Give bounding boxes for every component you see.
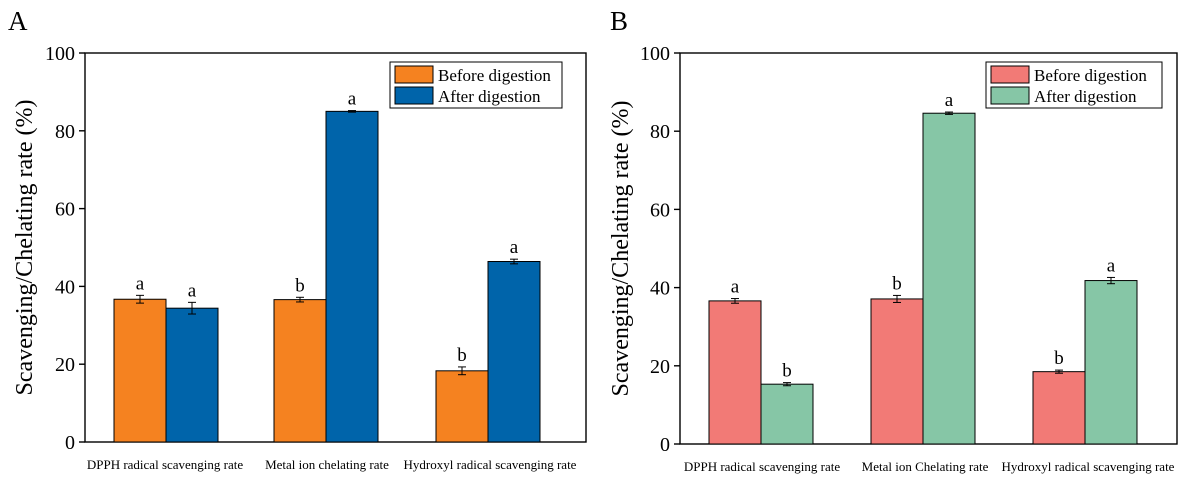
x-category-label: DPPH radical scavenging rate [87,457,244,472]
bar [870,298,924,445]
y-tick-label: 60 [55,199,75,221]
panel-label: B [610,6,628,36]
bar [165,307,219,443]
significance-letter: a [188,280,197,301]
y-tick-label: 20 [650,356,670,378]
y-tick-label: 80 [55,121,75,143]
y-tick-label: 20 [55,354,75,376]
bar [760,383,814,445]
significance-letter: b [892,273,902,294]
y-tick-label: 80 [650,121,670,143]
significance-letter: a [1107,255,1116,276]
legend: Before digestion After digestion [985,61,1163,109]
legend-swatch [990,65,1030,84]
chart-panel-a: A 0 20 40 60 80 100 Scavenging/Chelating rate (… [8,6,587,472]
y-tick-label: 40 [650,278,670,300]
significance-letter: b [782,361,792,382]
legend-swatch [990,86,1030,105]
x-category-label: Metal ion chelating rate [265,457,389,472]
bar [1032,371,1086,445]
significance-letter: b [1054,348,1064,369]
significance-letter: a [510,237,519,258]
significance-letter: a [945,90,954,111]
bar [273,299,327,443]
panel-label: A [8,6,28,36]
legend: Before digestion After digestion [389,61,563,109]
y-axis-title: Scavenging/Chelating rate (%) [608,101,634,397]
significance-letter: a [348,89,357,110]
y-tick-label: 60 [650,199,670,221]
legend-swatch [394,86,434,105]
y-tick-label: 100 [640,43,670,65]
y-tick-label: 100 [45,43,75,65]
significance-letter: b [457,345,467,366]
x-category-label: Metal ion Chelating rate [862,459,989,474]
y-tick-label: 40 [55,276,75,298]
legend-swatch [394,65,434,84]
bar [708,300,762,445]
bar [325,110,379,443]
legend-label: Before digestion [438,66,551,85]
y-tick-label: 0 [660,434,670,456]
chart-panel-b: B 0 20 40 60 80 100 Scavenging/Chelating rate (… [608,6,1178,474]
y-axis-title: Scavenging/Chelating rate (%) [12,100,38,396]
significance-letter: a [731,277,740,298]
legend-label: After digestion [438,87,541,106]
x-category-label: Hydroxyl radical scavenging rate [404,457,577,472]
y-tick-label: 0 [65,432,75,454]
bar [1084,280,1138,445]
x-category-label: Hydroxyl radical scavenging rate [1002,459,1175,474]
bar [922,112,976,445]
bar [435,370,489,443]
significance-letter: b [295,275,305,296]
bar [487,261,541,443]
legend-label: Before digestion [1034,66,1147,85]
x-category-label: DPPH radical scavenging rate [684,459,841,474]
bar [113,298,167,443]
significance-letter: a [136,273,145,294]
legend-label: After digestion [1034,87,1137,106]
